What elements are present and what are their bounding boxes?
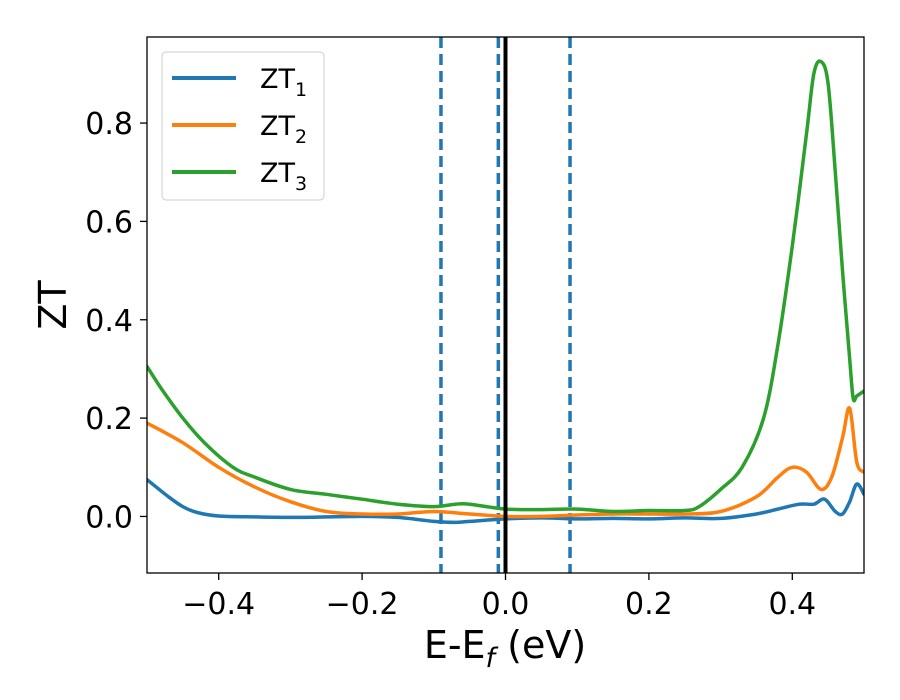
plot-area (147, 37, 864, 573)
legend-label-zt2: ZT2 (260, 111, 307, 148)
y-tick-label: 0.0 (85, 500, 133, 535)
legend-frame (161, 51, 325, 201)
series-line-zt2 (147, 406, 864, 519)
series-line-zt3 (147, 59, 864, 514)
series-line-zt1 (147, 477, 864, 525)
y-tick-label: 0.8 (85, 107, 133, 142)
y-tick-label: 0.2 (85, 402, 133, 437)
plot-frame (146, 36, 865, 574)
x-tick-label: 0.0 (482, 587, 530, 622)
x-axis-label-main: E-E (424, 623, 486, 667)
x-axis-label-unit: (eV) (495, 623, 586, 667)
x-tick-label: 0.2 (625, 587, 673, 622)
legend-label-zt3: ZT3 (260, 158, 307, 195)
x-axis-label: E-Ef (eV) (424, 623, 586, 674)
legend-label-zt1: ZT1 (260, 64, 307, 101)
x-tick-label: 0.4 (768, 587, 816, 622)
y-axis-label: ZT (31, 280, 75, 330)
x-tick-label: −0.2 (326, 587, 399, 622)
axis-ticks: −0.4 −0.2 0.0 0.2 0.4 0.0 0.2 0.4 0.6 0.8 (85, 107, 816, 622)
y-tick-label: 0.6 (85, 205, 133, 240)
x-tick-label: −0.4 (182, 587, 255, 622)
legend: ZT1 ZT2 ZT3 (161, 51, 325, 201)
y-tick-label: 0.4 (85, 304, 133, 339)
